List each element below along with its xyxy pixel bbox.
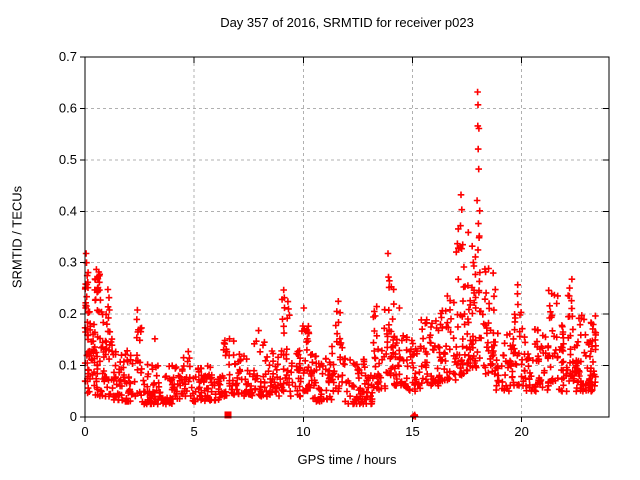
y-tick-label: 0.4 [59,203,77,218]
x-tick-label: 20 [514,424,528,439]
x-axis-label: GPS time / hours [297,452,397,467]
x-tick-label: 15 [405,424,419,439]
y-tick-label: 0 [70,409,77,424]
y-tick-label: 0.6 [59,100,77,115]
data-points [81,88,600,420]
x-tick-label: 5 [191,424,198,439]
gridlines [85,57,609,417]
chart-title: Day 357 of 2016, SRMTID for receiver p02… [220,15,474,30]
x-tick-label: 10 [296,424,310,439]
plot-frame [84,56,610,418]
y-tick-label: 0.5 [59,152,77,167]
tick-labels: 0 0.1 0.2 0.3 0.4 0.5 0.6 0.7 0 5 10 15 20 [59,49,529,439]
x-tick-label: 0 [81,424,88,439]
y-tick-label: 0.3 [59,255,77,270]
y-tick-label: 0.1 [59,358,77,373]
square-marker [224,411,232,419]
y-tick-label: 0.2 [59,306,77,321]
y-tick-label: 0.7 [59,49,77,64]
tick-marks [80,56,609,422]
